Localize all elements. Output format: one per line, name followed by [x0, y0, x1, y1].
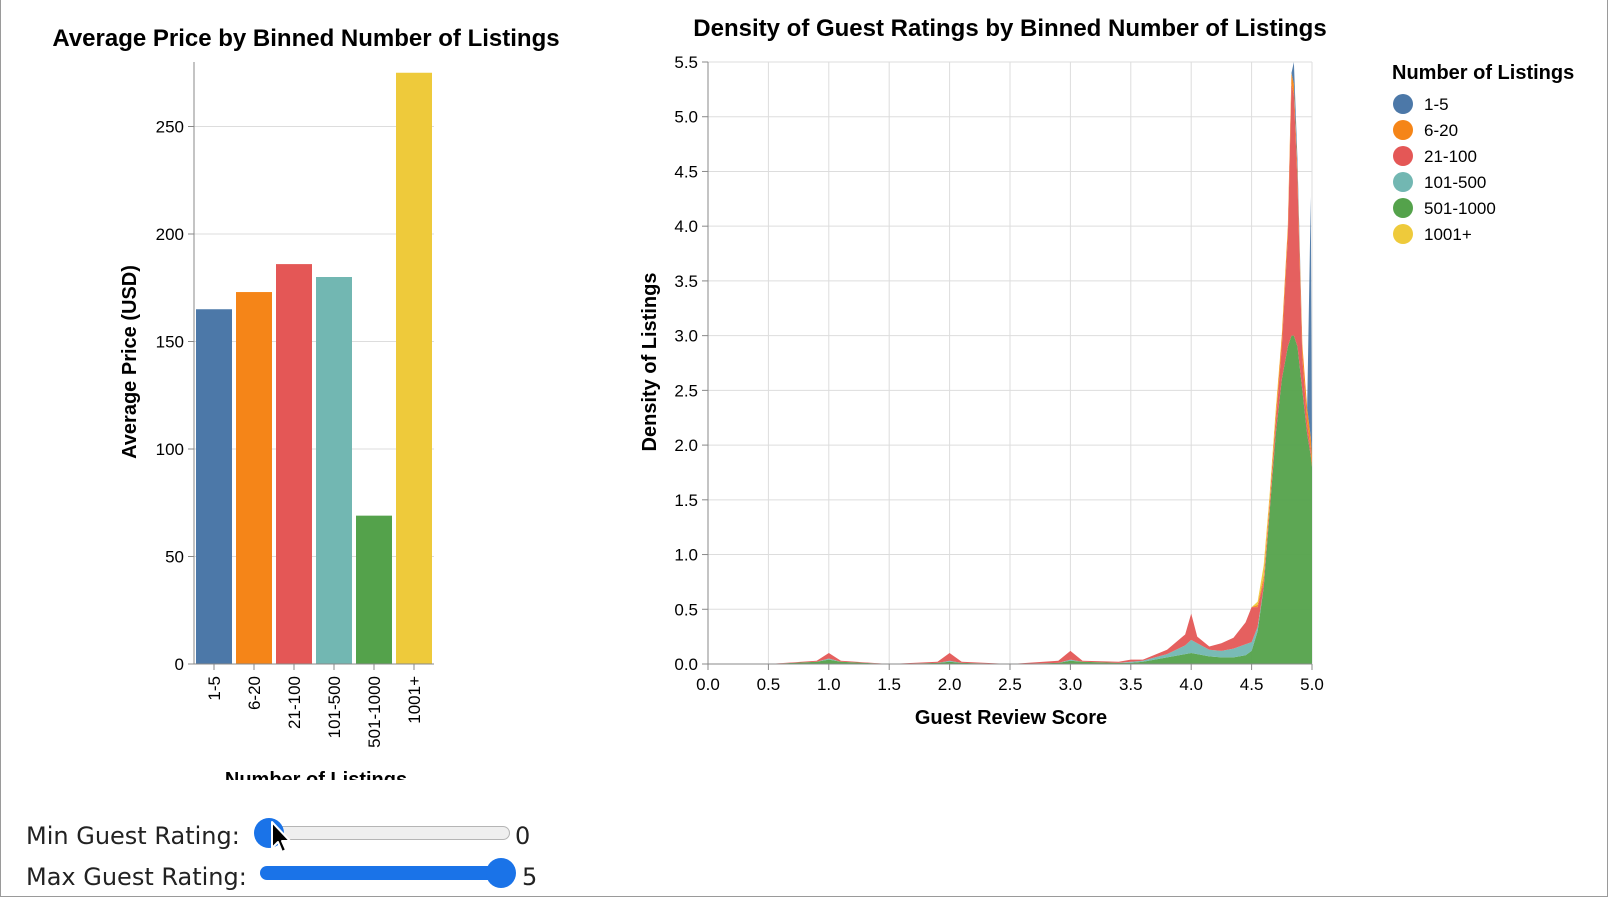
bar-x-axis: 1-5 6-20 21-100 101-500 501-1000 1001+ [194, 663, 434, 748]
bar-y-axis-title: Average Price (USD) [119, 265, 141, 459]
density-x-tick-label: 0.0 [696, 675, 720, 694]
bar-x-tick-label: 21-100 [285, 676, 304, 729]
legend-swatch-21-100 [1393, 146, 1413, 166]
mouse-cursor-icon [271, 821, 291, 853]
bar-x-tick-label: 1-5 [205, 676, 224, 701]
density-gridlines [707, 61, 1313, 665]
min-rating-label: Min Guest Rating: [26, 822, 240, 850]
legend-title: Number of Listings [1392, 62, 1574, 84]
density-x-axis: 0.0 0.5 1.0 1.5 2.0 2.5 3.0 3.5 4.0 4.5 5.0 [696, 663, 1324, 694]
density-y-tick-label: 2.0 [674, 436, 698, 455]
legend-label: 21-100 [1424, 147, 1477, 166]
legend-swatch-6-20 [1393, 120, 1413, 140]
density-y-tick-label: 0.5 [674, 600, 698, 619]
density-x-tick-label: 2.0 [938, 675, 962, 694]
density-x-tick-label: 1.0 [817, 675, 841, 694]
density-y-tick-label: 3.5 [674, 272, 698, 291]
bar-x-tick-label: 1001+ [405, 676, 424, 724]
legend-swatch-101-500 [1393, 172, 1413, 192]
density-y-axis-title: Density of Listings [639, 273, 661, 452]
bar-y-tick-label: 250 [156, 118, 184, 137]
density-x-tick-label: 3.5 [1119, 675, 1143, 694]
max-rating-value: 5 [522, 863, 538, 891]
bar-y-tick-label: 100 [156, 440, 184, 459]
bar-y-axis: 0 50 100 150 200 250 [156, 62, 195, 674]
bar-x-tick-label: 101-500 [325, 676, 344, 738]
legend-items: 1-5 6-20 21-100 101-500 501-1000 1001+ [1393, 94, 1496, 244]
bar-21-100[interactable] [276, 264, 312, 664]
bar-101-500[interactable] [316, 277, 352, 664]
bar-y-tick-label: 0 [175, 655, 184, 674]
density-y-tick-label: 4.5 [674, 162, 698, 181]
legend-swatch-1001+ [1393, 224, 1413, 244]
density-chart: Density of Guest Ratings by Binned Numbe… [639, 15, 1327, 729]
legend-label: 1-5 [1424, 95, 1449, 114]
density-y-axis: 0.0 0.5 1.0 1.5 2.0 2.5 3.0 3.5 4.0 4.5 5.0 5.5 [674, 53, 709, 674]
legend-label: 501-1000 [1424, 199, 1496, 218]
max-rating-label: Max Guest Rating: [26, 863, 247, 891]
bar-x-axis-title: Number of Listings [225, 769, 407, 780]
legend-label: 101-500 [1424, 173, 1486, 192]
density-x-tick-label: 2.5 [998, 675, 1022, 694]
chart-canvas: Average Price by Binned Number of Listin… [52, 15, 1574, 780]
bar-y-tick-label: 150 [156, 333, 184, 352]
legend: Number of Listings 1-5 6-20 21-100 101-500 5… [1392, 62, 1574, 244]
density-y-tick-label: 5.5 [674, 53, 698, 72]
max-rating-slider-track[interactable] [260, 866, 504, 880]
legend-label: 1001+ [1424, 225, 1472, 244]
density-x-tick-label: 4.0 [1179, 675, 1203, 694]
bar-y-tick-label: 200 [156, 225, 184, 244]
bar-1-5[interactable] [196, 309, 232, 664]
max-rating-slider-thumb[interactable] [486, 858, 516, 888]
density-y-tick-label: 2.5 [674, 381, 698, 400]
bar-x-tick-label: 501-1000 [365, 676, 384, 748]
legend-swatch-501-1000 [1393, 198, 1413, 218]
bar-chart-title: Average Price by Binned Number of Listin… [52, 25, 559, 52]
density-x-tick-label: 4.5 [1240, 675, 1264, 694]
density-y-tick-label: 4.0 [674, 217, 698, 236]
bar-1001+[interactable] [396, 72, 432, 664]
min-rating-value: 0 [515, 822, 531, 850]
density-y-tick-label: 5.0 [674, 108, 698, 127]
density-x-axis-title: Guest Review Score [915, 707, 1107, 729]
density-x-tick-label: 0.5 [757, 675, 781, 694]
density-y-tick-label: 0.0 [674, 655, 698, 674]
bar-501-1000[interactable] [356, 515, 392, 664]
density-y-tick-label: 3.0 [674, 327, 698, 346]
density-x-tick-label: 3.0 [1059, 675, 1083, 694]
bar-marks [196, 72, 432, 664]
legend-swatch-1-5 [1393, 94, 1413, 114]
density-x-tick-label: 1.5 [877, 675, 901, 694]
density-y-tick-label: 1.5 [674, 491, 698, 510]
max-rating-control: Max Guest Rating: [26, 863, 247, 891]
density-x-tick-label: 5.0 [1300, 675, 1324, 694]
bar-y-tick-label: 50 [165, 548, 184, 567]
bar-x-tick-label: 6-20 [245, 676, 264, 710]
bar-chart: Average Price by Binned Number of Listin… [52, 25, 559, 780]
min-rating-control: Min Guest Rating: [26, 822, 240, 850]
density-chart-title: Density of Guest Ratings by Binned Numbe… [693, 15, 1326, 42]
bar-6-20[interactable] [236, 292, 272, 664]
legend-label: 6-20 [1424, 121, 1458, 140]
density-y-tick-label: 1.0 [674, 546, 698, 565]
